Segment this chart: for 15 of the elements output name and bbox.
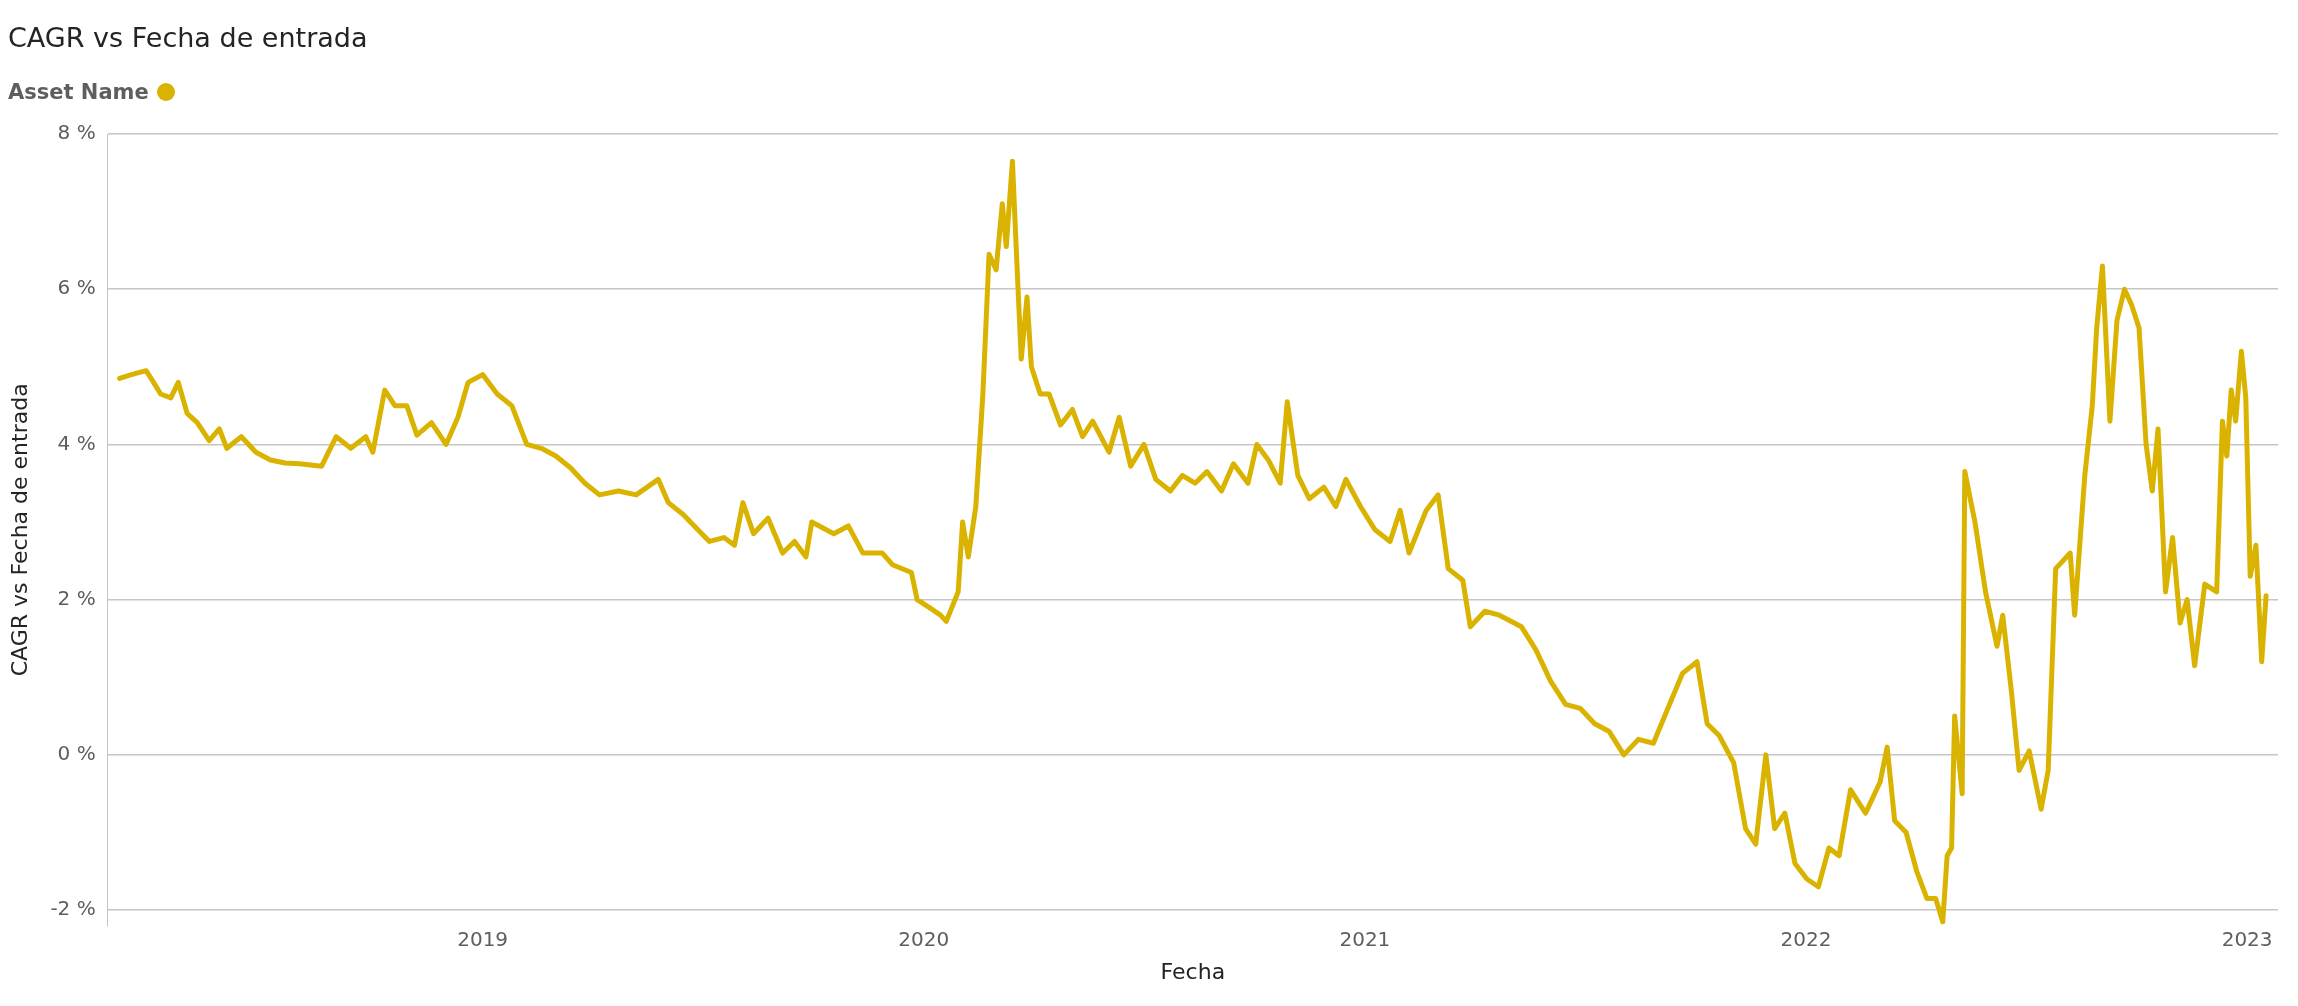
y-tick-label: 6 % bbox=[57, 275, 96, 300]
chart-title: CAGR vs Fecha de entrada bbox=[8, 22, 368, 53]
y-axis-title: CAGR vs Fecha de entrada bbox=[6, 383, 32, 677]
y-tick-label: 0 % bbox=[57, 741, 96, 766]
x-tick-label: 2022 bbox=[1780, 926, 1832, 951]
y-tick-label: -2 % bbox=[50, 896, 96, 921]
y-tick-label: 4 % bbox=[57, 430, 96, 455]
legend-title: Asset Name bbox=[8, 80, 149, 104]
y-tick-label: 2 % bbox=[57, 585, 96, 610]
x-tick-label: 2020 bbox=[898, 926, 950, 951]
x-axis-title: Fecha bbox=[1160, 958, 1226, 984]
y-tick-label: 8 % bbox=[57, 120, 96, 145]
x-tick-label: 2019 bbox=[457, 926, 509, 951]
x-tick-label: 2023 bbox=[2221, 926, 2273, 951]
x-tick-label: 2021 bbox=[1339, 926, 1391, 951]
